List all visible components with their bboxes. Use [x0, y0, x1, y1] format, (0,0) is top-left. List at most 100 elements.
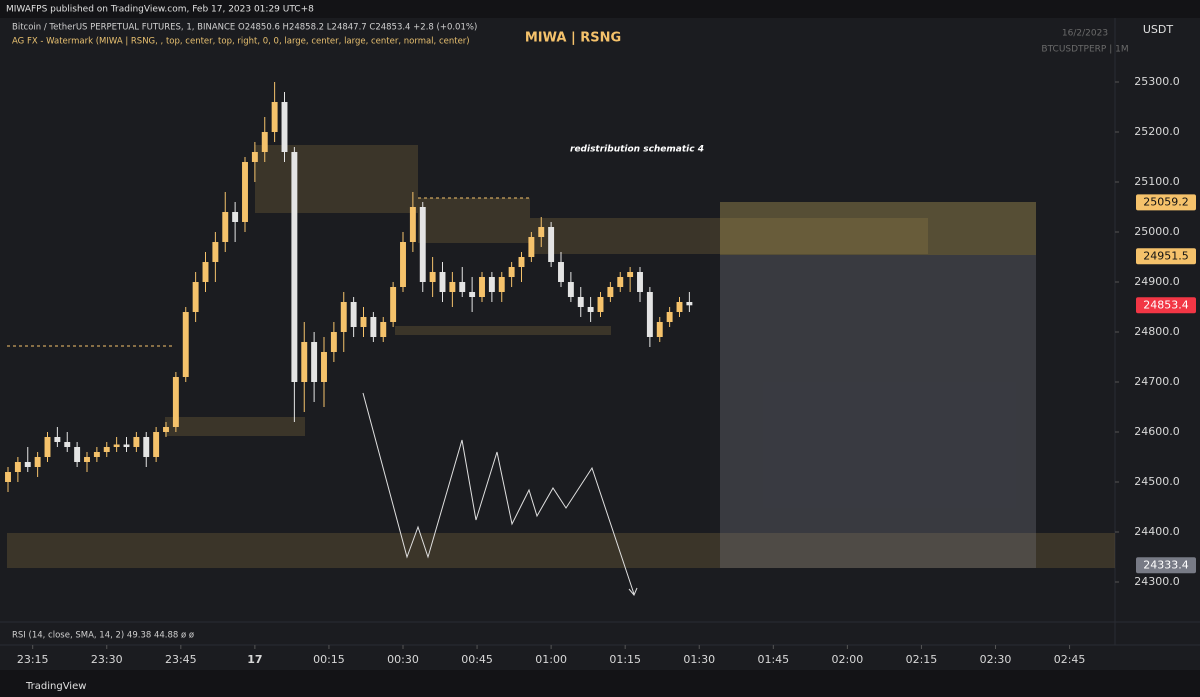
candle-body	[311, 342, 318, 382]
candle-body	[14, 462, 21, 472]
candle-body	[64, 442, 71, 447]
candle-body	[202, 262, 209, 282]
zone	[530, 218, 928, 254]
candle-body	[656, 322, 663, 337]
candle-body	[666, 312, 673, 322]
candle-body	[163, 427, 169, 432]
candle-body	[133, 437, 140, 447]
x-tick-label: 00:30	[387, 653, 419, 666]
zone	[418, 198, 530, 243]
watermark: MIWA | RSNG	[525, 31, 621, 46]
projection-path	[362, 392, 635, 595]
candle-body	[291, 152, 298, 382]
candle-body	[242, 162, 248, 222]
candle-body	[567, 282, 574, 297]
candle-body	[686, 302, 693, 306]
arrow-head	[628, 587, 638, 596]
x-tick-label: 23:45	[165, 653, 197, 666]
x-tick-label: 00:45	[461, 653, 493, 666]
y-tick-label: 24500.0	[1134, 475, 1180, 488]
candle-body	[103, 447, 110, 452]
candle-body	[390, 287, 397, 322]
price-badge	[1136, 297, 1196, 314]
y-tick-label: 25200.0	[1134, 125, 1180, 138]
candle-body	[646, 292, 653, 337]
candle-body	[577, 297, 584, 307]
zone	[720, 202, 1036, 255]
candle-body	[301, 342, 308, 382]
zone	[7, 533, 1115, 568]
price-label: 24333.4	[1143, 558, 1189, 571]
candle-body	[617, 277, 624, 287]
candle-body	[508, 267, 515, 277]
candle-body	[321, 352, 327, 382]
candle-body	[153, 432, 160, 457]
top-bar	[0, 0, 1200, 18]
candle-body	[93, 452, 100, 457]
zone	[720, 255, 1036, 568]
price-badge	[1136, 194, 1196, 211]
indicator-legend: RSI (14, close, SMA, 14, 2) 49.38 44.88 …	[12, 631, 194, 641]
candle-body	[380, 322, 387, 337]
candle-body	[172, 377, 179, 427]
source: MIWAFPS published on TradingView.com, Fe…	[6, 5, 314, 15]
zone	[395, 326, 611, 335]
candle-body	[637, 272, 643, 292]
candle-body	[419, 207, 426, 282]
candle-body	[54, 437, 61, 442]
annotation: redistribution schematic 4	[570, 145, 704, 155]
candle-body	[74, 447, 81, 462]
x-tick-label: 00:15	[313, 653, 345, 666]
candle-body	[271, 102, 278, 132]
candle-body	[528, 237, 535, 257]
candle-body	[587, 307, 594, 312]
y-tick-label: 24400.0	[1134, 525, 1180, 538]
y-tick-label: 24700.0	[1134, 375, 1180, 388]
candle-body	[498, 277, 505, 292]
candle-body	[518, 257, 525, 267]
x-tick-label: 17	[247, 653, 262, 666]
candle-body	[548, 227, 555, 262]
candle-body	[676, 302, 683, 312]
candle-body	[330, 332, 337, 352]
zone	[255, 145, 418, 213]
y-tick-label: 24300.0	[1134, 575, 1180, 588]
x-tick-label: 02:15	[906, 653, 938, 666]
price-badge	[1136, 557, 1196, 574]
price-label: 24853.4	[1143, 298, 1189, 311]
x-tick-label: 23:30	[91, 653, 123, 666]
x-tick-label: 02:45	[1054, 653, 1086, 666]
candle-body	[488, 277, 495, 292]
candle-body	[232, 212, 239, 222]
candle-body	[5, 472, 11, 482]
candle-body	[281, 102, 288, 152]
candle-body	[429, 272, 436, 282]
candle-body	[558, 262, 564, 282]
x-tick-label: 23:15	[17, 653, 49, 666]
candle-body	[192, 282, 199, 312]
candle-body	[370, 317, 377, 337]
candle-body	[251, 152, 258, 162]
candle-body	[597, 297, 604, 312]
candle-body	[143, 437, 150, 457]
candle-body	[24, 462, 31, 467]
candle-body	[340, 302, 347, 332]
candle-body	[459, 282, 466, 292]
y-tick-label: 24900.0	[1134, 275, 1180, 288]
candle-body	[439, 272, 446, 292]
indicator-title: AG FX - Watermark (MIWA | RSNG, , top, c…	[12, 37, 470, 47]
candle-body	[538, 227, 545, 237]
legend-title: Bitcoin / TetherUS PERPETUAL FUTURES, 1,…	[12, 23, 477, 33]
candle-body	[607, 287, 614, 297]
footer-brand: TradingView	[25, 681, 86, 692]
x-tick-label: 01:45	[757, 653, 789, 666]
candle-body	[123, 444, 130, 447]
y-tick-label: 24600.0	[1134, 425, 1180, 438]
watermark-symbol: BTCUSDTPERP | 1M	[1041, 45, 1128, 55]
y-tick-label: 25100.0	[1134, 175, 1180, 188]
zone	[165, 417, 305, 436]
candle-body	[34, 457, 41, 467]
